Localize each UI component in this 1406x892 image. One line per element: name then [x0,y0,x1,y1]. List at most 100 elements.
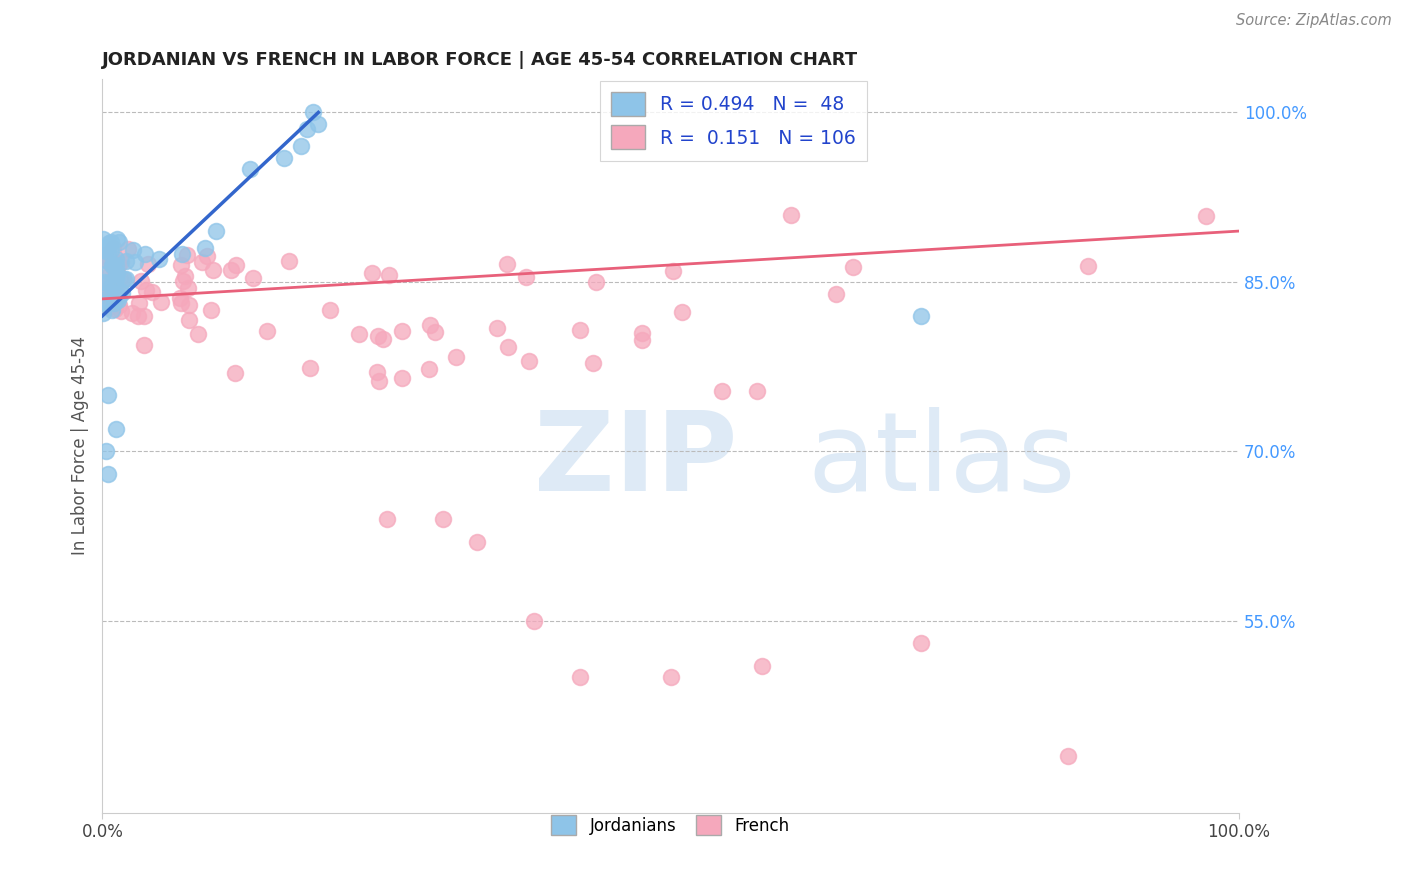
Point [96,277,118,291]
Point [219,263,242,277]
Point [94,292,117,306]
Point [96,245,118,260]
Point [108,289,131,303]
Text: JORDANIAN VS FRENCH IN LABOR FORCE | AGE 45-54 CORRELATION CHART: JORDANIAN VS FRENCH IN LABOR FORCE | AGE… [103,51,859,69]
Point [91,232,114,246]
Point [200,302,222,317]
Point [273,151,295,165]
Point [100,267,122,281]
Point [256,325,278,339]
Point [117,242,139,256]
Point [467,534,489,549]
Point [170,246,193,260]
Point [585,275,607,289]
Point [195,249,218,263]
Point [141,285,163,299]
Point [97,388,120,402]
Point [367,329,389,343]
Point [190,254,212,268]
Point [100,274,122,288]
Point [111,285,134,300]
Point [97,286,120,301]
Point [104,272,127,286]
Point [105,422,128,436]
Point [371,332,394,346]
Text: atlas: atlas [807,407,1076,514]
Text: ZIP: ZIP [534,407,738,514]
Point [97,265,120,279]
Point [104,264,127,278]
Point [631,326,654,341]
Point [134,246,156,260]
Point [172,274,194,288]
Point [100,279,122,293]
Point [94,295,117,310]
Point [523,614,546,628]
Point [148,252,170,267]
Point [97,254,120,268]
Point [103,281,125,295]
Point [177,298,200,312]
Point [98,236,121,251]
Point [105,266,128,280]
Text: Source: ZipAtlas.com: Source: ZipAtlas.com [1236,13,1392,29]
Point [496,258,519,272]
Point [347,326,370,341]
Point [319,303,342,318]
Point [242,271,264,285]
Point [225,258,247,272]
Point [110,255,132,269]
Point [94,247,117,261]
Point [295,122,318,136]
Point [360,266,382,280]
Point [105,268,128,282]
Point [186,327,208,342]
Point [110,275,132,289]
Point [662,264,685,278]
Point [94,277,117,291]
Point [98,300,121,314]
Point [201,263,224,277]
Point [299,360,322,375]
Point [582,356,605,370]
Point [135,284,157,298]
Point [96,253,118,268]
Point [174,269,197,284]
Point [93,293,115,307]
Point [177,281,200,295]
Point [100,243,122,257]
Point [121,306,143,320]
Point [910,309,932,323]
Point [224,366,246,380]
Point [842,260,865,275]
Point [127,309,149,323]
Point [170,296,193,310]
Point [1077,260,1099,274]
Point [94,242,117,256]
Point [423,325,446,339]
Point [91,305,114,319]
Point [177,313,200,327]
Point [176,248,198,262]
Point [367,374,389,388]
Y-axis label: In Labor Force | Age 45-54: In Labor Force | Age 45-54 [72,336,89,555]
Point [631,334,654,348]
Point [105,231,128,245]
Point [446,350,468,364]
Point [745,384,768,399]
Point [124,255,146,269]
Point [94,444,117,458]
Point [115,272,138,286]
Point [105,256,128,270]
Point [101,260,124,274]
Point [825,287,848,301]
Point [101,241,124,255]
Point [101,302,124,317]
Point [194,241,217,255]
Point [515,270,537,285]
Point [103,295,125,310]
Point [366,366,388,380]
Point [150,295,173,310]
Point [205,224,228,238]
Point [568,670,591,684]
